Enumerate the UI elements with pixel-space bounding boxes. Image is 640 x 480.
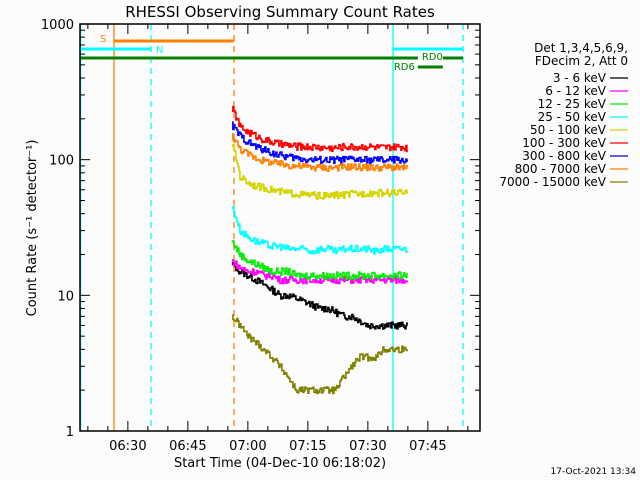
x-tick-label-1: 06:45	[169, 439, 206, 454]
series-line-5	[231, 105, 408, 153]
series-line-7	[231, 132, 408, 172]
flag-label-RD6: RD6	[394, 62, 415, 73]
series-line-0	[231, 261, 408, 330]
x-tick-label-3: 07:15	[289, 439, 326, 454]
series-line-8	[231, 314, 408, 395]
flag-label-N: N	[156, 45, 163, 56]
series-line-3	[231, 206, 408, 255]
legend-label-3: 25 - 50 keV	[538, 110, 607, 124]
series-line-2	[231, 240, 408, 280]
legend-label-0: 3 - 6 keV	[553, 71, 607, 85]
x-tick-label-5: 07:45	[409, 439, 446, 454]
y-tick-label-2: 100	[49, 154, 74, 169]
legend-label-7: 800 - 7000 keV	[515, 162, 607, 176]
x-axis-label: Start Time (04-Dec-10 06:18:02)	[174, 456, 386, 471]
y-axis-label: Count Rate (s⁻¹ detector⁻¹)	[25, 140, 40, 317]
x-tick-label-2: 07:00	[229, 439, 266, 454]
legend-label-8: 7000 - 15000 keV	[499, 175, 606, 189]
legend-header-2: FDecim 2, Att 0	[535, 54, 628, 68]
legend-label-2: 12 - 25 keV	[538, 97, 607, 111]
flag-label-S: S	[100, 34, 106, 45]
timestamp: 17-Oct-2021 13:34	[551, 467, 637, 477]
series-line-4	[231, 143, 408, 200]
legend-label-6: 300 - 800 keV	[522, 149, 606, 163]
y-tick-label-0: 1	[66, 425, 74, 440]
plot-frame	[79, 23, 481, 432]
chart-title: RHESSI Observing Summary Count Rates	[125, 3, 435, 21]
series-line-6	[231, 121, 408, 165]
y-tick-label-1: 10	[57, 289, 74, 304]
x-tick-label-0: 06:30	[109, 439, 146, 454]
x-tick-label-4: 07:30	[349, 439, 386, 454]
legend-label-1: 6 - 12 keV	[545, 84, 607, 98]
legend-label-4: 50 - 100 keV	[530, 123, 607, 137]
flag-label-RD0: RD0	[422, 52, 443, 63]
legend-header-1: Det 1,3,4,5,6,9,	[534, 41, 628, 55]
y-tick-label-3: 1000	[41, 18, 74, 33]
legend-label-5: 100 - 300 keV	[522, 136, 606, 150]
